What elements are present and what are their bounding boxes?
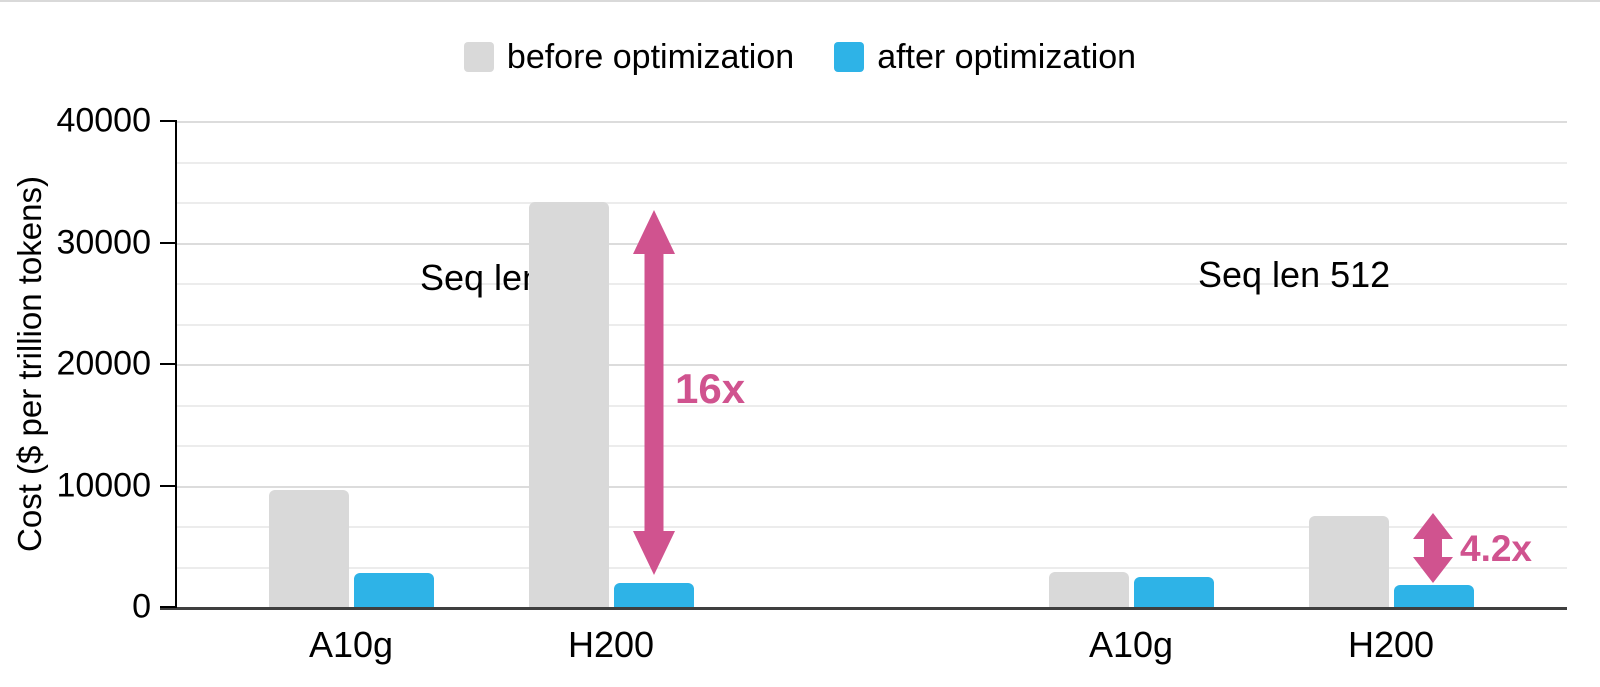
group-annotation-seq-len-512: Seq len 512 xyxy=(1198,254,1391,295)
y-tick-mark xyxy=(160,484,177,487)
gridline xyxy=(177,526,1567,528)
x-category-label: A10g xyxy=(1088,624,1174,665)
y-tick-label: 30000 xyxy=(56,223,151,261)
gridline xyxy=(177,161,1567,164)
plot-area: Seq len 50 Seq len 512 16x 4.2x 0 10000 20… xyxy=(56,102,1567,665)
gridline xyxy=(177,202,1567,204)
gridline xyxy=(177,566,1567,569)
y-axis-title: Cost ($ per trillion tokens) xyxy=(11,176,48,552)
gridline xyxy=(177,323,1567,326)
x-axis-line xyxy=(160,607,1567,610)
bar-before-seq-len-512-h200 xyxy=(1308,515,1389,607)
bar-before-seq-len-512-a10g xyxy=(1048,572,1129,607)
y-tick-mark xyxy=(160,606,177,608)
legend-item-before: before optimization xyxy=(463,38,795,76)
x-category-label: A10g xyxy=(308,624,394,665)
multiplier-label-16x: 16x xyxy=(675,365,746,412)
legend-label-after: after optimization xyxy=(877,38,1137,76)
gridline xyxy=(177,283,1567,285)
category-slot: H200 xyxy=(481,121,741,665)
gridline xyxy=(177,404,1567,407)
x-category-label: H200 xyxy=(1347,624,1435,665)
legend-item-after: after optimization xyxy=(834,40,1136,74)
bar-after-seq-len-50-h200 xyxy=(613,582,694,607)
bar-before-seq-len-50-a10g xyxy=(268,490,349,607)
bar-after-seq-len-512-h200 xyxy=(1393,585,1474,607)
legend: before optimization after optimization xyxy=(0,40,1600,74)
bar-before-seq-len-50-h200 xyxy=(528,202,609,607)
y-tick-label: 0 xyxy=(132,587,151,626)
y-tick-label: 40000 xyxy=(56,101,151,140)
y-tick-label: 10000 xyxy=(56,466,151,504)
gridline xyxy=(177,485,1567,488)
gridline xyxy=(177,121,1567,123)
y-tick-mark xyxy=(160,363,177,365)
y-tick-mark xyxy=(160,120,177,122)
gridline xyxy=(177,445,1567,447)
y-tick-mark xyxy=(160,241,177,244)
gridline xyxy=(177,364,1567,366)
legend-swatch-after xyxy=(834,42,865,72)
category-slot: A10g xyxy=(221,121,481,665)
y-tick-label: 20000 xyxy=(56,344,151,383)
gridline xyxy=(177,242,1567,245)
category-slot: H200 xyxy=(1261,121,1521,665)
legend-swatch-before xyxy=(463,42,494,72)
top-border-line xyxy=(0,0,1600,2)
legend-label-before: before optimization xyxy=(506,38,795,76)
multiplier-label-4-2x: 4.2x xyxy=(1460,528,1533,569)
bar-after-seq-len-50-a10g xyxy=(353,572,434,607)
bar-after-seq-len-512-a10g xyxy=(1133,577,1214,607)
category-slot: A10g xyxy=(1001,121,1261,665)
x-category-label: H200 xyxy=(567,624,655,665)
